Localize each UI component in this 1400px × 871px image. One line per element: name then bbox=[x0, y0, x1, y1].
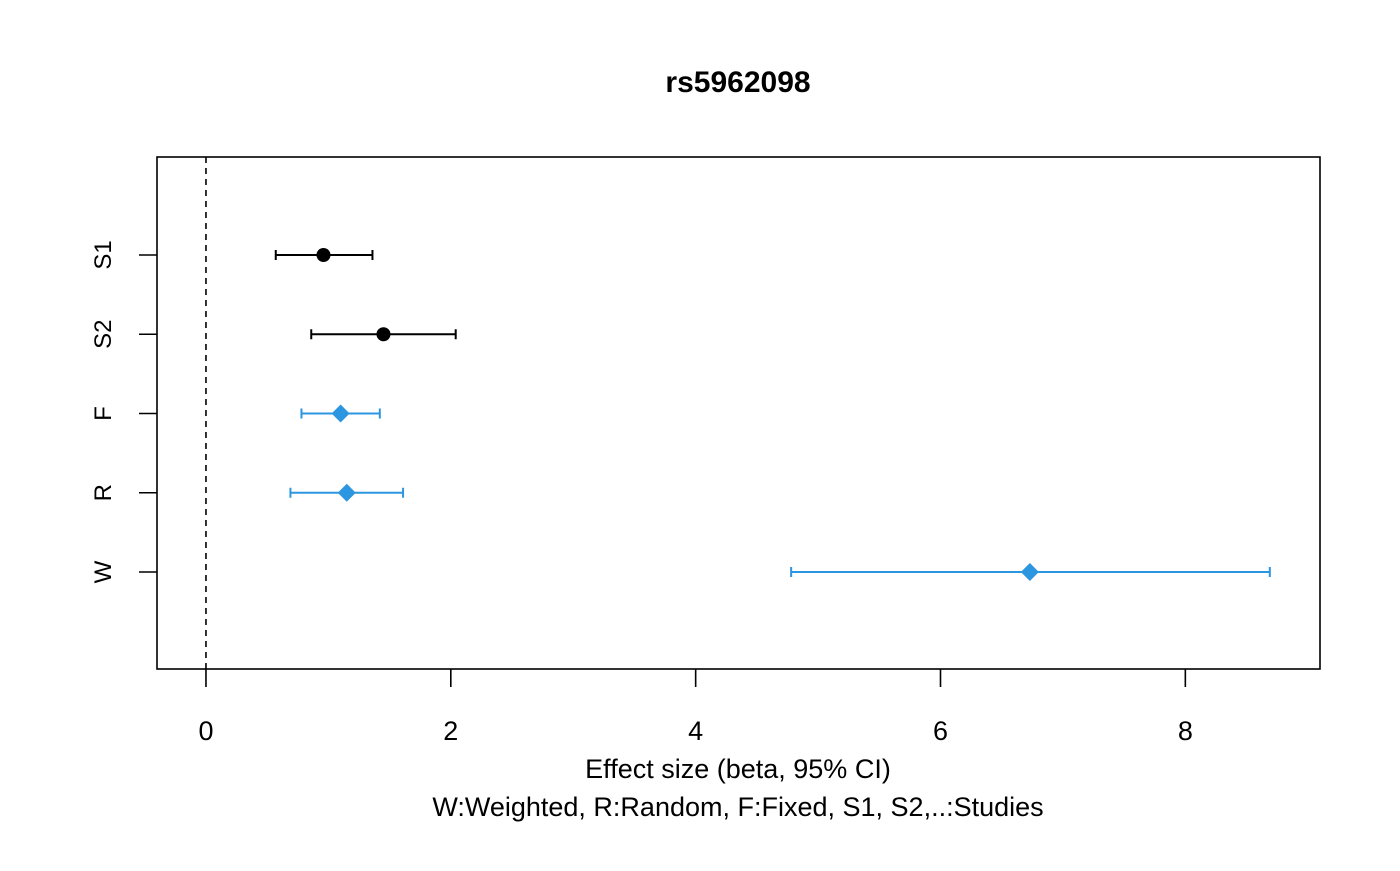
row-f bbox=[300, 404, 381, 423]
x-axis: 0 2 4 6 8 bbox=[198, 669, 1193, 746]
diamond-estimate bbox=[337, 483, 356, 502]
x-axis-label: Effect size (beta, 95% CI) bbox=[585, 754, 891, 784]
chart-title: rs5962098 bbox=[665, 66, 810, 99]
diamond-estimate bbox=[1020, 563, 1039, 581]
row-s2 bbox=[310, 327, 457, 342]
point-estimate bbox=[316, 248, 331, 262]
x-tick-label: 6 bbox=[933, 716, 948, 746]
diamond-estimate bbox=[331, 404, 350, 423]
y-tick-label: S1 bbox=[90, 240, 117, 269]
y-tick-label: F bbox=[90, 406, 117, 421]
y-tick-label: W bbox=[90, 560, 117, 583]
x-tick-label: 4 bbox=[688, 716, 703, 746]
x-tick-label: 8 bbox=[1178, 716, 1193, 746]
data-marks bbox=[274, 248, 1271, 581]
x-tick-label: 0 bbox=[198, 716, 213, 746]
y-tick-label: R bbox=[90, 484, 117, 501]
y-axis: S1 S2 F R W bbox=[90, 240, 157, 583]
row-r bbox=[289, 483, 405, 502]
x-tick-label: 2 bbox=[443, 716, 458, 746]
row-s1 bbox=[274, 248, 374, 262]
point-estimate bbox=[376, 327, 391, 342]
row-w bbox=[790, 563, 1271, 581]
y-tick-label: S2 bbox=[90, 320, 117, 349]
chart-subtitle: W:Weighted, R:Random, F:Fixed, S1, S2,..… bbox=[432, 792, 1043, 822]
